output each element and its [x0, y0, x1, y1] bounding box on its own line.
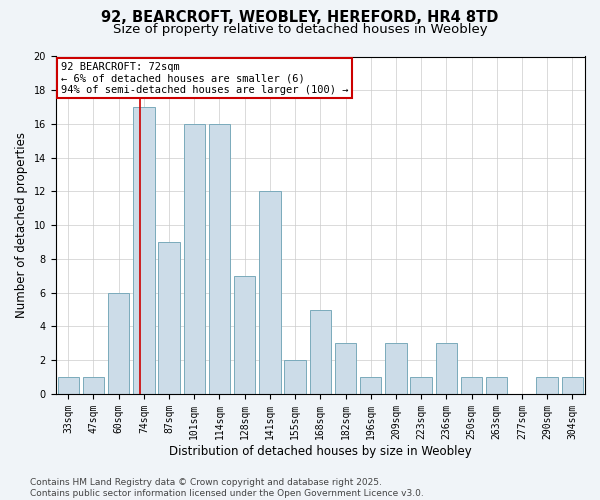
Bar: [108, 292, 130, 394]
Bar: [410, 377, 432, 394]
Bar: [385, 344, 407, 394]
Bar: [209, 124, 230, 394]
Bar: [83, 377, 104, 394]
Bar: [259, 192, 281, 394]
Text: Size of property relative to detached houses in Weobley: Size of property relative to detached ho…: [113, 22, 487, 36]
Bar: [562, 377, 583, 394]
Bar: [335, 344, 356, 394]
Text: 92, BEARCROFT, WEOBLEY, HEREFORD, HR4 8TD: 92, BEARCROFT, WEOBLEY, HEREFORD, HR4 8T…: [101, 10, 499, 25]
Y-axis label: Number of detached properties: Number of detached properties: [15, 132, 28, 318]
Bar: [486, 377, 508, 394]
Bar: [536, 377, 558, 394]
Bar: [436, 344, 457, 394]
Bar: [284, 360, 306, 394]
Bar: [158, 242, 180, 394]
Bar: [58, 377, 79, 394]
Bar: [234, 276, 256, 394]
Bar: [184, 124, 205, 394]
X-axis label: Distribution of detached houses by size in Weobley: Distribution of detached houses by size …: [169, 444, 472, 458]
Bar: [133, 107, 155, 394]
Bar: [310, 310, 331, 394]
Text: Contains HM Land Registry data © Crown copyright and database right 2025.
Contai: Contains HM Land Registry data © Crown c…: [30, 478, 424, 498]
Bar: [360, 377, 382, 394]
Text: 92 BEARCROFT: 72sqm
← 6% of detached houses are smaller (6)
94% of semi-detached: 92 BEARCROFT: 72sqm ← 6% of detached hou…: [61, 62, 349, 95]
Bar: [461, 377, 482, 394]
